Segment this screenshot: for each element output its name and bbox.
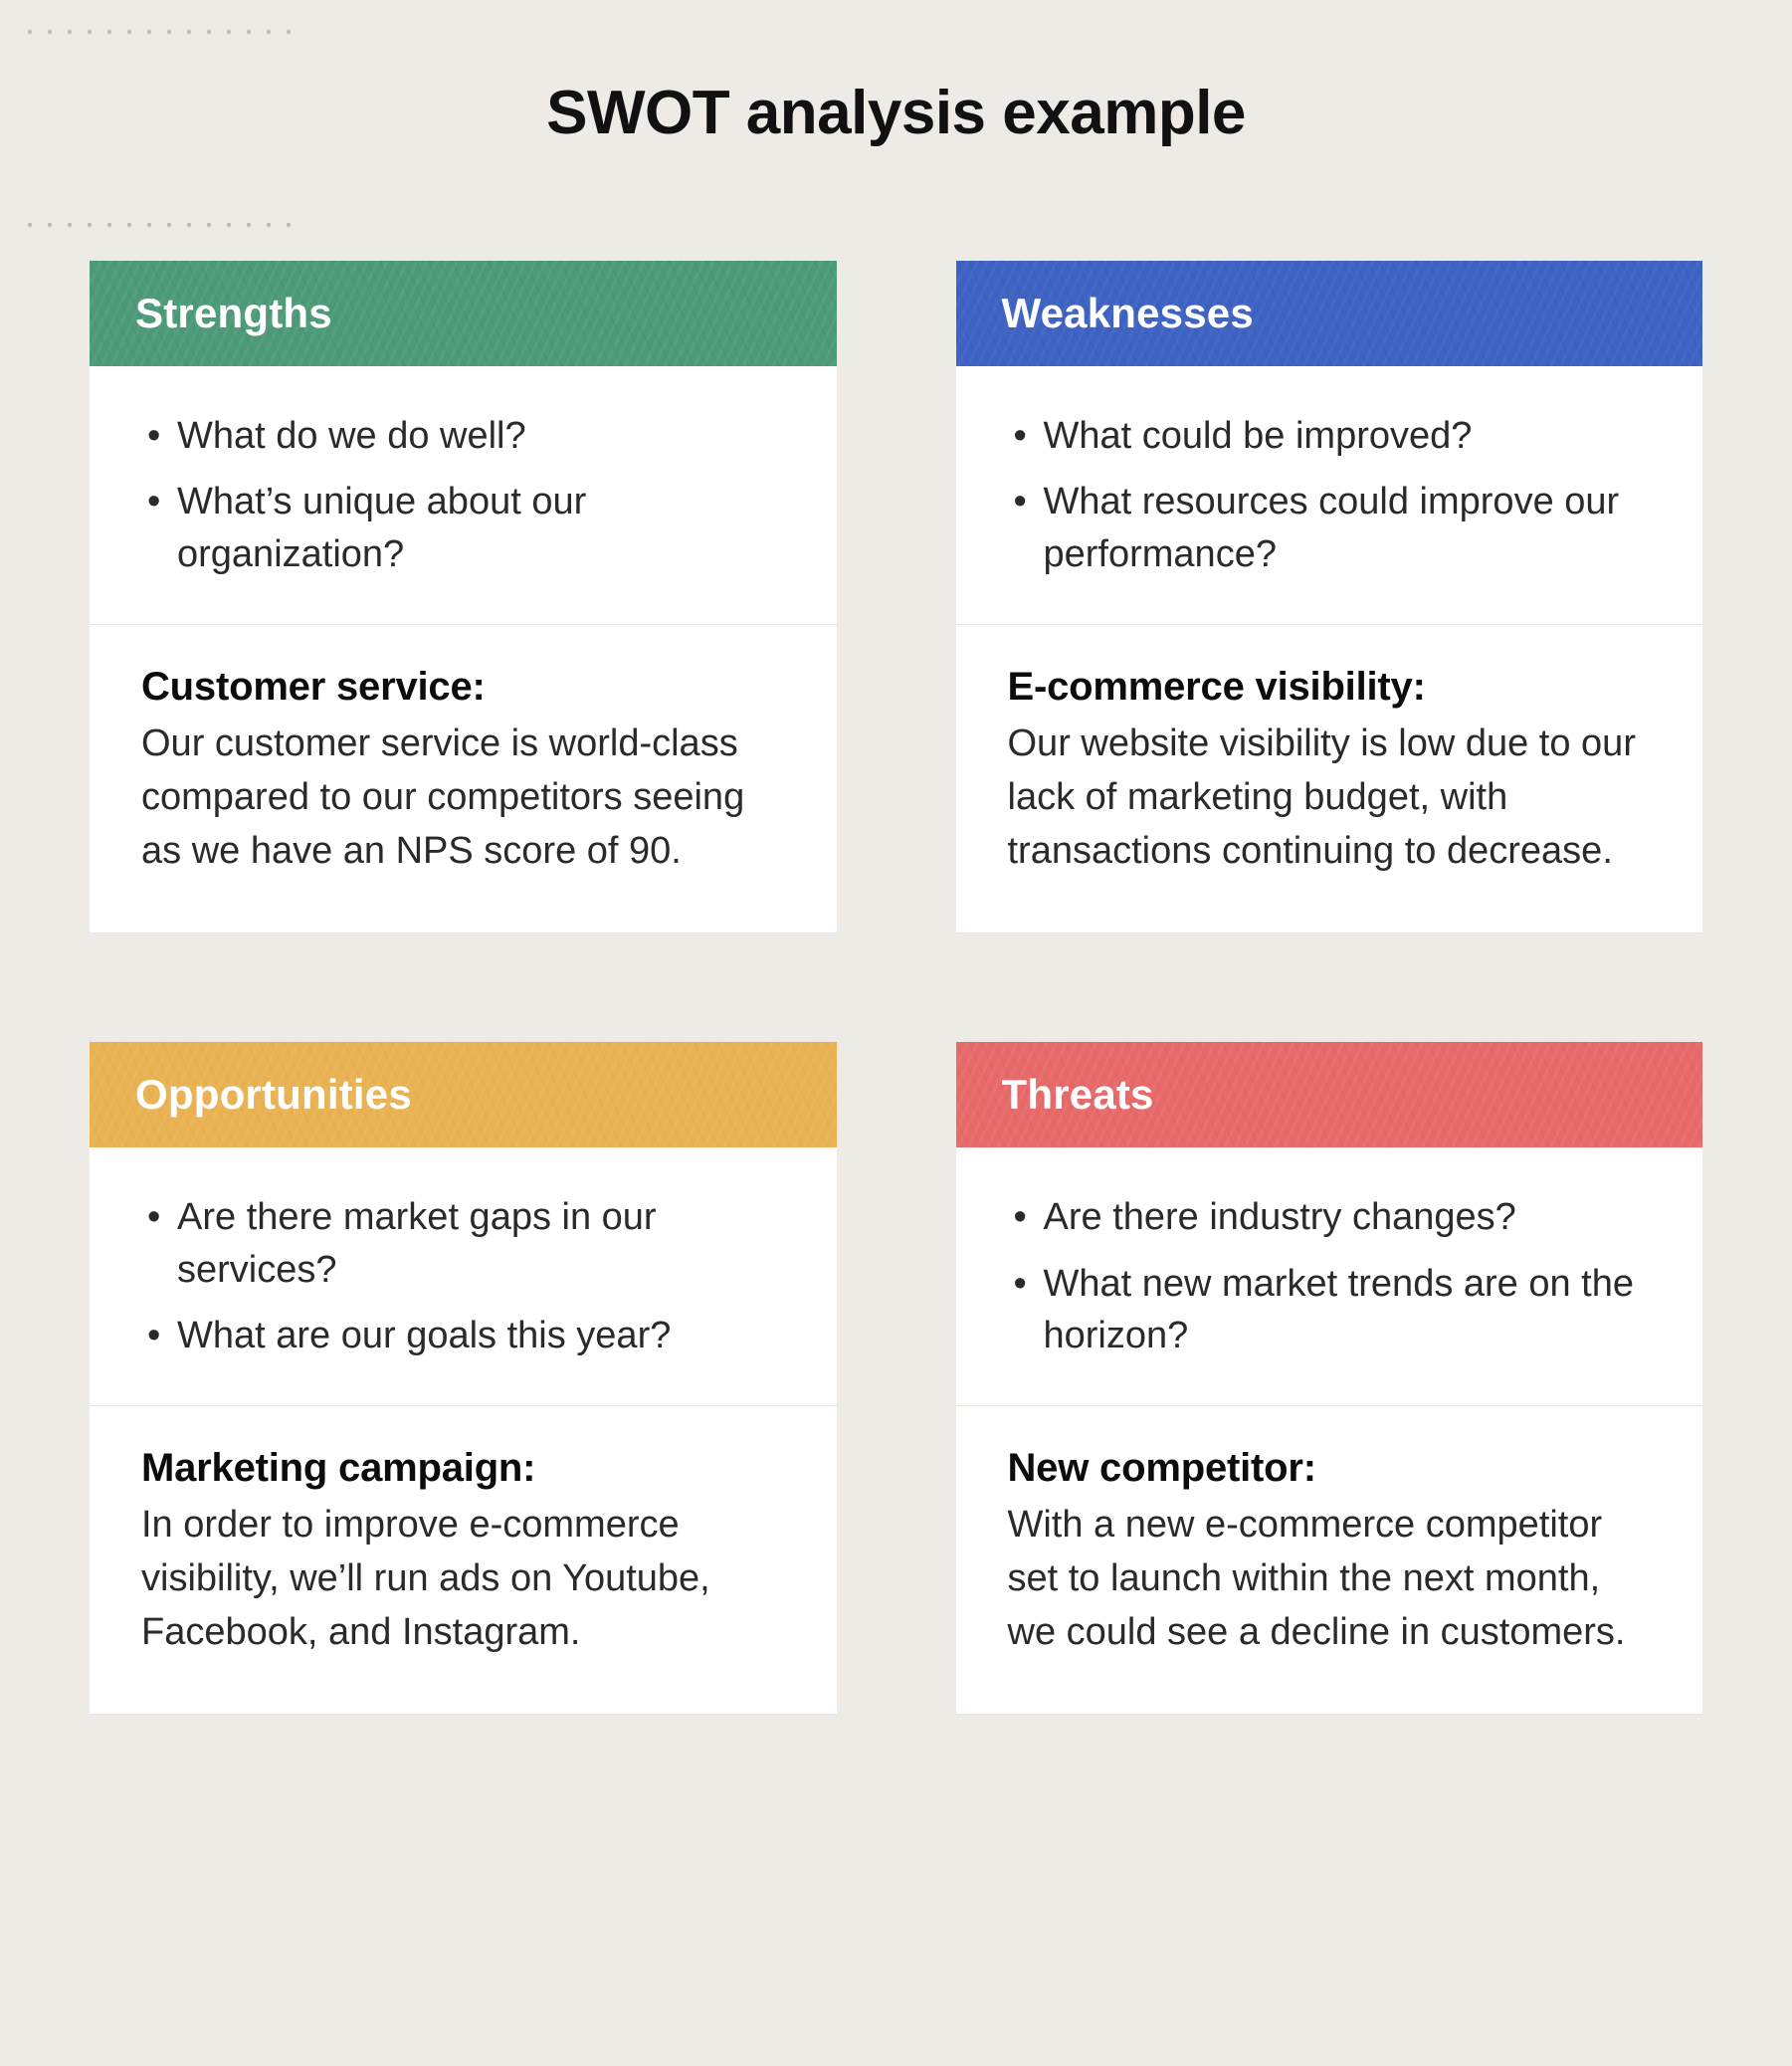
question-item: What are our goals this year? (141, 1310, 785, 1361)
question-item: What new market trends are on the horizo… (1008, 1258, 1652, 1362)
quadrant-header-opportunities: Opportunities (90, 1042, 837, 1147)
page-title: SWOT analysis example (0, 0, 1792, 148)
question-item: What resources could improve our perform… (1008, 476, 1652, 580)
quadrant-questions: Are there market gaps in our services? W… (90, 1147, 837, 1406)
quadrant-example: Customer service: Our customer service i… (90, 625, 837, 932)
decorative-dots (20, 28, 299, 36)
quadrant-label: Opportunities (135, 1071, 412, 1119)
example-body: Our website visibility is low due to our… (1008, 718, 1645, 879)
quadrant-threats: Threats Are there industry changes? What… (956, 1042, 1703, 1714)
quadrant-example: Marketing campaign: In order to improve … (90, 1406, 837, 1714)
example-body: With a new e-commerce competitor set to … (1008, 1499, 1645, 1660)
quadrant-questions: Are there industry changes? What new mar… (956, 1147, 1703, 1406)
example-title: Marketing campaign: (141, 1446, 785, 1491)
example-body: In order to improve e-commerce visibilit… (141, 1499, 778, 1660)
quadrant-label: Strengths (135, 290, 332, 337)
quadrant-header-threats: Threats (956, 1042, 1703, 1147)
example-title: New competitor: (1008, 1446, 1652, 1491)
example-body: Our customer service is world-class comp… (141, 718, 778, 879)
question-item: Are there industry changes? (1008, 1191, 1652, 1243)
quadrant-example: New competitor: With a new e-commerce co… (956, 1406, 1703, 1714)
question-item: What could be improved? (1008, 410, 1652, 462)
question-item: What’s unique about our organization? (141, 476, 785, 580)
quadrant-header-weaknesses: Weaknesses (956, 261, 1703, 366)
quadrant-questions: What do we do well? What’s unique about … (90, 366, 837, 625)
swot-grid: Strengths What do we do well? What’s uni… (90, 261, 1702, 1714)
question-item: What do we do well? (141, 410, 785, 462)
quadrant-weaknesses: Weaknesses What could be improved? What … (956, 261, 1703, 932)
quadrant-strengths: Strengths What do we do well? What’s uni… (90, 261, 837, 932)
quadrant-label: Weaknesses (1002, 290, 1254, 337)
quadrant-questions: What could be improved? What resources c… (956, 366, 1703, 625)
quadrant-header-strengths: Strengths (90, 261, 837, 366)
quadrant-example: E-commerce visibility: Our website visib… (956, 625, 1703, 932)
example-title: E-commerce visibility: (1008, 665, 1652, 710)
quadrant-opportunities: Opportunities Are there market gaps in o… (90, 1042, 837, 1714)
question-item: Are there market gaps in our services? (141, 1191, 785, 1296)
example-title: Customer service: (141, 665, 785, 710)
decorative-dots (20, 221, 299, 229)
quadrant-label: Threats (1002, 1071, 1154, 1119)
